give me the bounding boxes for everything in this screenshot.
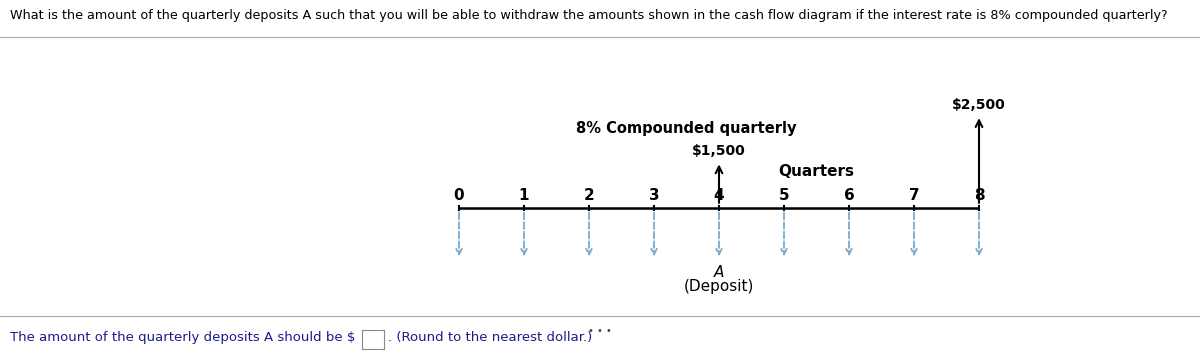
- FancyBboxPatch shape: [560, 322, 640, 341]
- Text: A: A: [714, 265, 724, 280]
- Text: Quarters: Quarters: [779, 165, 854, 180]
- Text: 8: 8: [973, 188, 984, 203]
- Text: 8% Compounded quarterly: 8% Compounded quarterly: [576, 121, 797, 136]
- Text: $1,500: $1,500: [692, 144, 746, 158]
- Text: 0: 0: [454, 188, 464, 203]
- Text: 3: 3: [649, 188, 659, 203]
- Text: • • •: • • •: [588, 326, 612, 336]
- Text: What is the amount of the quarterly deposits A such that you will be able to wit: What is the amount of the quarterly depo…: [10, 9, 1168, 22]
- Text: 5: 5: [779, 188, 790, 203]
- Text: . (Round to the nearest dollar.): . (Round to the nearest dollar.): [388, 331, 592, 344]
- Text: (Deposit): (Deposit): [684, 279, 754, 294]
- Text: 2: 2: [583, 188, 594, 203]
- Text: 4: 4: [714, 188, 725, 203]
- Text: 7: 7: [908, 188, 919, 203]
- Text: The amount of the quarterly deposits A should be $: The amount of the quarterly deposits A s…: [10, 331, 355, 344]
- Text: $2,500: $2,500: [952, 98, 1006, 112]
- Text: 1: 1: [518, 188, 529, 203]
- Text: 6: 6: [844, 188, 854, 203]
